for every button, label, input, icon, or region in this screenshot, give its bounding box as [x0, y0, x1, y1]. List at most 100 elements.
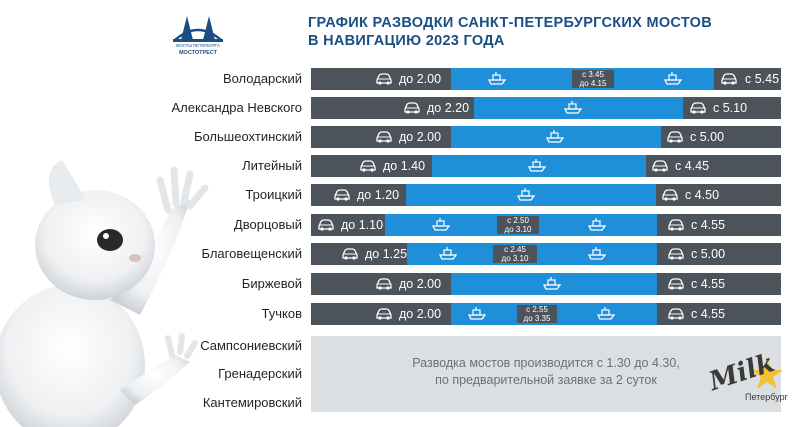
car-icon: [342, 248, 358, 260]
window-end: до 4.15: [579, 78, 607, 88]
bridge-name: Александра Невского: [171, 100, 302, 115]
car-icon: [376, 131, 392, 143]
car-icon: [668, 308, 684, 320]
bridge-name-kantemirovsky: Кантемировский: [202, 395, 302, 410]
car-icon: [667, 131, 683, 143]
traffic-open-after-segment: [656, 184, 781, 206]
boat-icon: [587, 247, 607, 260]
car-from-time: с 5.00: [690, 130, 725, 144]
car-icon: [652, 160, 668, 172]
bridge-name: Большеохтинский: [193, 129, 302, 144]
window-start: с 2.55: [526, 305, 548, 314]
on-request-line-1: Разводка мостов производится с 1.30 до 4…: [412, 356, 680, 370]
bridge-name: Володарский: [222, 71, 302, 86]
window-start: с 3.45: [582, 70, 604, 79]
bridge-timeline-bar: до 2.00 с 4.55: [311, 273, 781, 295]
title-line-2: В НАВИГАЦИЮ 2023 ГОДА: [308, 33, 505, 49]
bridge-timeline-bar: до 1.10 с 4.55 с 2.50 до 3.10: [311, 214, 781, 236]
car-until-time: до 2.00: [399, 277, 442, 291]
car-icon: [360, 160, 376, 172]
car-icon: [376, 278, 392, 290]
boat-icon: [527, 159, 547, 172]
bridge-timeline-bar: до 2.20 с 5.10: [311, 97, 781, 119]
car-icon: [334, 189, 350, 201]
car-from-time: с 4.45: [675, 159, 710, 173]
bridge-name: Троицкий: [245, 187, 302, 202]
traffic-open-before-segment: [311, 184, 406, 206]
car-until-time: до 2.20: [427, 101, 470, 115]
bridge-raised-segment: [451, 273, 657, 295]
bridge-name-sampsonievsky: Сампсониевский: [200, 338, 302, 353]
car-until-time: до 2.00: [399, 72, 442, 86]
car-icon: [690, 102, 706, 114]
bridge-raised-segment: [406, 184, 656, 206]
title-line-1: ГРАФИК РАЗВОДКИ САНКТ-ПЕТЕРБУРГСКИХ МОСТ…: [308, 15, 712, 31]
window-start: с 2.50: [507, 216, 529, 225]
boat-icon: [563, 101, 583, 114]
bridge-raised-segment: [451, 126, 661, 148]
milk-watermark: Milk Петербург: [705, 348, 789, 402]
page-title: ГРАФИК РАЗВОДКИ САНКТ-ПЕТЕРБУРГСКИХ МОСТ…: [308, 14, 728, 50]
short-traffic-window: с 3.45 до 4.15: [572, 70, 614, 88]
car-icon: [668, 278, 684, 290]
window-end: до 3.35: [523, 313, 551, 323]
window-start: с 2.45: [504, 245, 526, 254]
bridge-timeline-bar: до 1.20 с 4.50: [311, 184, 781, 206]
car-icon: [668, 219, 684, 231]
car-until-time: до 1.40: [383, 159, 426, 173]
boat-icon: [467, 307, 487, 320]
traffic-open-after-segment: [646, 155, 781, 177]
car-from-time: с 5.10: [713, 101, 748, 115]
boat-icon: [587, 218, 607, 231]
car-icon: [721, 73, 737, 85]
boat-icon: [516, 188, 536, 201]
bridge-name: Тучков: [261, 306, 302, 321]
watermark-milk: Milk: [705, 348, 778, 397]
bridge-timeline-bar: до 1.25 с 5.00 с 2.45 до 3.10: [311, 243, 781, 265]
car-from-time: с 4.55: [691, 307, 726, 321]
traffic-open-after-segment: [657, 303, 781, 325]
car-icon: [662, 189, 678, 201]
bridge-timeline-bar: до 2.00 с 4.55 с 2.55 до 3.35: [311, 303, 781, 325]
short-traffic-window: с 2.45 до 3.10: [493, 245, 537, 263]
boat-icon: [438, 247, 458, 260]
car-icon: [668, 248, 684, 260]
window-end: до 3.10: [501, 253, 529, 263]
car-icon: [376, 308, 392, 320]
bridge-name: Дворцовый: [233, 217, 302, 232]
car-from-time: с 4.55: [691, 277, 726, 291]
short-traffic-window: с 2.50 до 3.10: [497, 216, 539, 234]
car-until-time: до 2.00: [399, 307, 442, 321]
bridge-name: Биржевой: [241, 276, 302, 291]
car-from-time: с 5.45: [745, 72, 780, 86]
car-until-time: до 1.25: [365, 247, 408, 261]
white-cat-mascot: [0, 160, 209, 427]
short-traffic-window: с 2.55 до 3.35: [517, 305, 557, 323]
boat-icon: [545, 130, 565, 143]
car-icon: [318, 219, 334, 231]
traffic-open-after-segment: [657, 214, 781, 236]
bridge-raised-segment: [474, 97, 683, 119]
boat-icon: [663, 72, 683, 85]
boat-icon: [542, 277, 562, 290]
car-from-time: с 4.50: [685, 188, 720, 202]
bridge-name: Литейный: [242, 158, 302, 173]
logo-caption-bottom: МОСТОТРЕСТ: [179, 50, 218, 56]
car-until-time: до 1.10: [341, 218, 384, 232]
bridge-name-grenadersky: Гренадерский: [218, 366, 302, 381]
traffic-open-before-segment: [311, 97, 474, 119]
traffic-open-after-segment: [661, 126, 781, 148]
on-request-box: Разводка мостов производится с 1.30 до 4…: [311, 336, 781, 412]
window-end: до 3.10: [504, 224, 532, 234]
bridge-timeline-bar: до 1.40 с 4.45: [311, 155, 781, 177]
boat-icon: [596, 307, 616, 320]
bridge-raised-segment: [432, 155, 646, 177]
mostotrest-logo: МОСТЫ ПЕТЕРБУРГА МОСТОТРЕСТ: [173, 16, 223, 56]
car-from-time: с 5.00: [691, 247, 726, 261]
bridge-timeline-bar: до 2.00 с 5.00: [311, 126, 781, 148]
traffic-open-after-segment: [657, 273, 781, 295]
traffic-open-after-segment: [657, 243, 781, 265]
car-until-time: до 2.00: [399, 130, 442, 144]
on-request-text: Разводка мостов производится с 1.30 до 4…: [311, 355, 781, 389]
car-icon: [404, 102, 420, 114]
